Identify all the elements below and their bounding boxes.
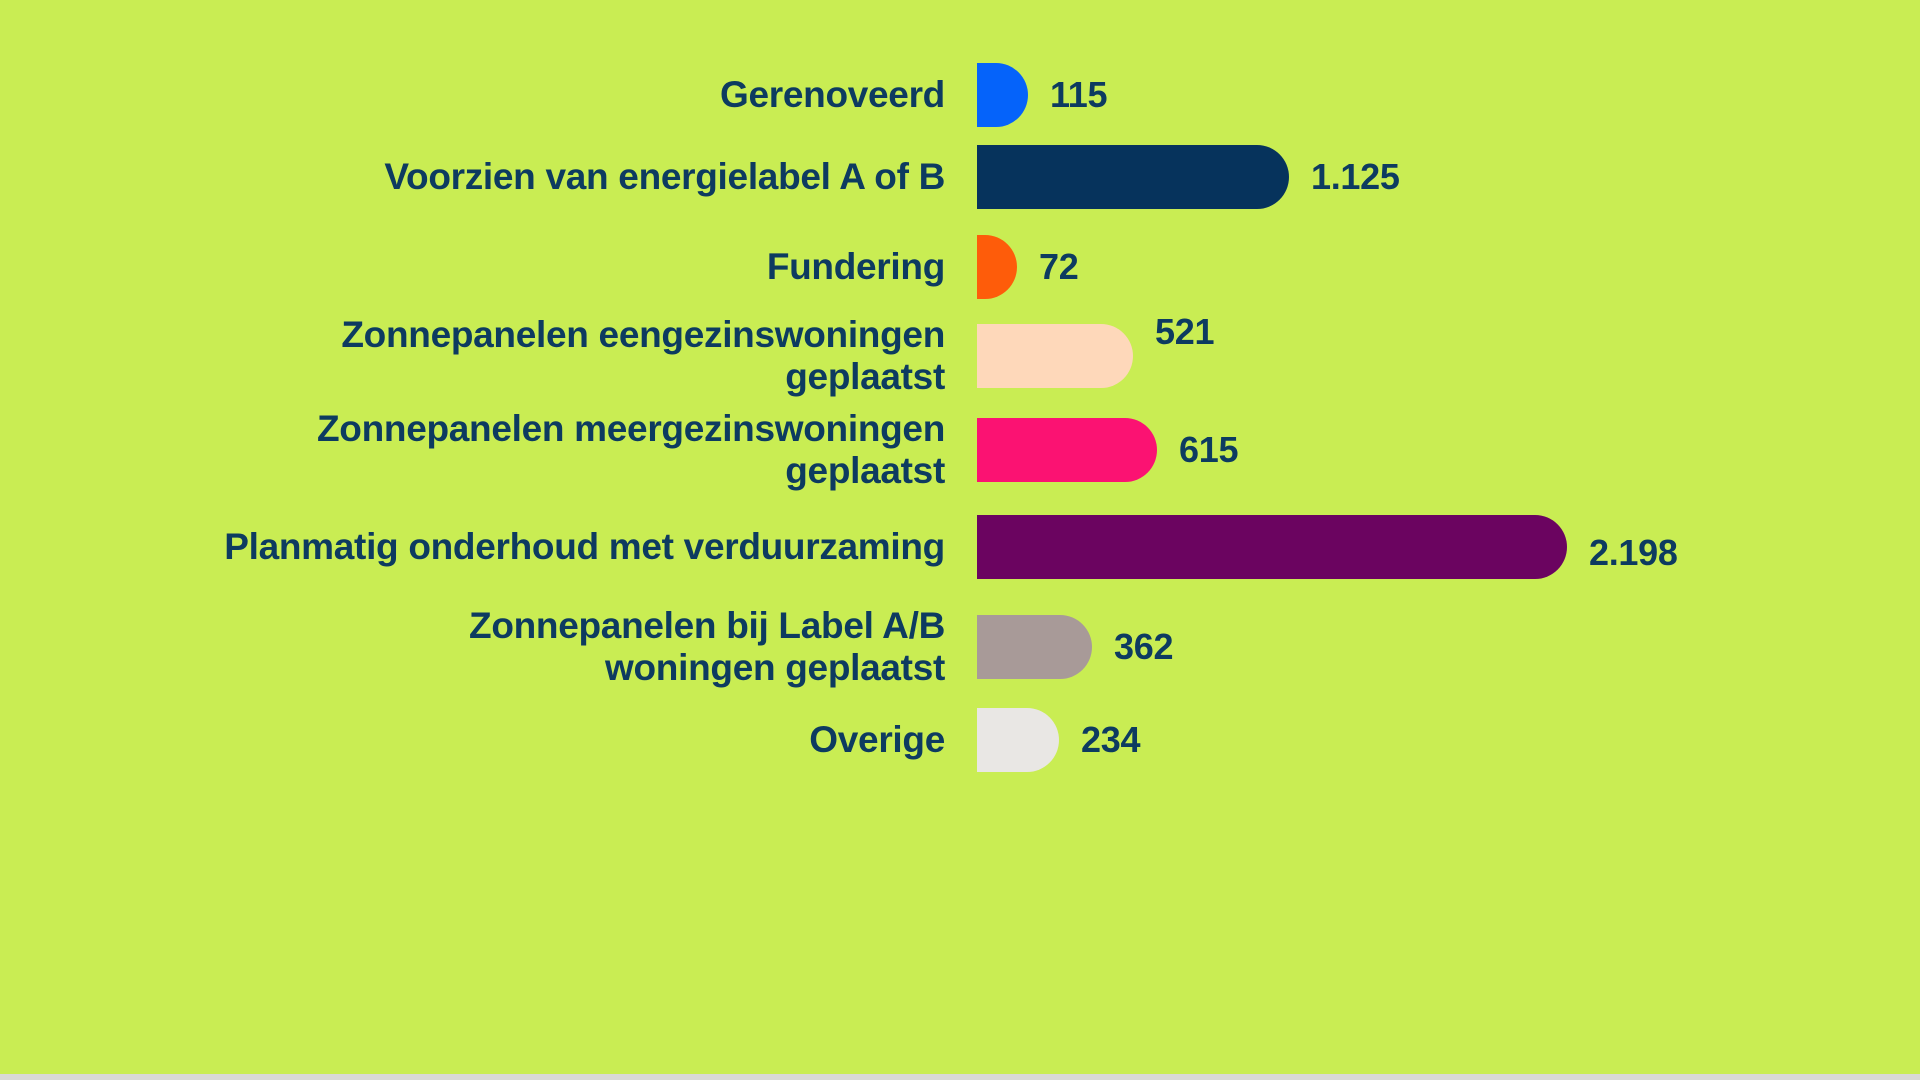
- value-label: 72: [1039, 246, 1079, 287]
- value-label: 2.198: [1589, 532, 1678, 573]
- category-label: Fundering: [766, 246, 945, 287]
- bar-row: Fundering 72: [0, 235, 1920, 299]
- bar-overige: [977, 708, 1059, 772]
- category-label: Zonnepanelen eengezinswoningen geplaatst: [341, 314, 945, 397]
- bar-row: Gerenoveerd 115: [0, 63, 1920, 127]
- bar-row: Zonnepanelen meergezinswoningen geplaats…: [0, 408, 1920, 491]
- category-label: Zonnepanelen meergezinswoningen geplaats…: [316, 408, 945, 491]
- bar-zonnepanelen-label-ab: [977, 615, 1092, 679]
- value-label: 234: [1081, 719, 1141, 760]
- value-label: 521: [1155, 311, 1215, 352]
- value-label: 615: [1179, 429, 1239, 470]
- bar-planmatig-onderhoud: [977, 515, 1567, 579]
- category-label: Voorzien van energielabel A of B: [384, 156, 945, 197]
- bar-gerenoveerd: [977, 63, 1028, 127]
- bottom-edge-strip: [0, 1074, 1920, 1080]
- bar-row: Voorzien van energielabel A of B 1.125: [0, 145, 1920, 209]
- value-label: 1.125: [1311, 156, 1400, 197]
- bar-row: Planmatig onderhoud met verduurzaming 2.…: [0, 515, 1920, 579]
- value-label: 115: [1050, 74, 1108, 115]
- bar-row: Zonnepanelen eengezinswoningen geplaatst…: [0, 311, 1920, 397]
- category-label: Overige: [809, 719, 945, 760]
- bar-row: Overige 234: [0, 708, 1920, 772]
- bar-fundering: [977, 235, 1017, 299]
- bar-energielabel-a-of-b: [977, 145, 1289, 209]
- category-label: Gerenoveerd: [720, 74, 945, 115]
- value-label: 362: [1114, 626, 1174, 667]
- category-label: Planmatig onderhoud met verduurzaming: [224, 526, 945, 567]
- bar-zonnepanelen-meergezins: [977, 418, 1157, 482]
- category-label: Zonnepanelen bij Label A/B woningen gepl…: [469, 605, 945, 688]
- bar-zonnepanelen-eengezins: [977, 324, 1133, 388]
- bar-row: Zonnepanelen bij Label A/B woningen gepl…: [0, 605, 1920, 688]
